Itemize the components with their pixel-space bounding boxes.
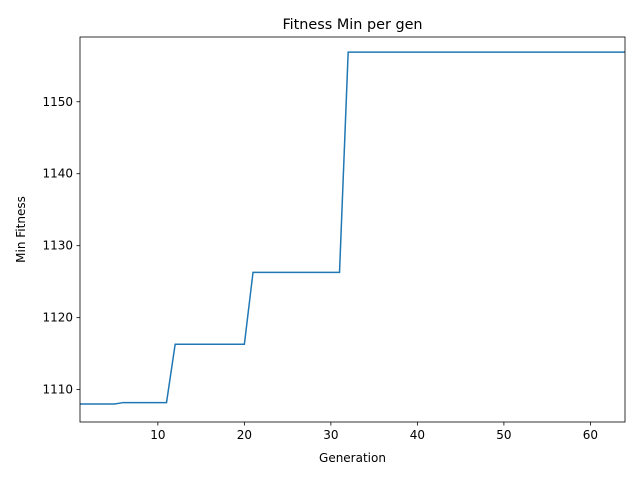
plot-area-frame — [79, 36, 626, 423]
y-tick-label: 1110 — [42, 383, 73, 397]
y-axis-ticks: 1110 1120 1130 1140 1150 — [42, 95, 80, 397]
y-tick-label: 1120 — [42, 311, 73, 325]
x-tick-label: 60 — [583, 428, 598, 442]
x-tick-label: 30 — [323, 428, 338, 442]
series-line — [80, 51, 625, 405]
x-axis-ticks: 10 20 30 40 50 60 — [150, 422, 598, 442]
y-tick-label: 1140 — [42, 167, 73, 181]
chart-title: Fitness Min per gen — [282, 17, 422, 33]
x-tick-label: 10 — [150, 428, 165, 442]
x-tick-label: 20 — [237, 428, 252, 442]
x-tick-label: 40 — [410, 428, 425, 442]
y-axis-label: Min Fitness — [14, 196, 28, 263]
y-tick-label: 1150 — [42, 95, 73, 109]
x-tick-label: 50 — [496, 428, 511, 442]
y-tick-label: 1130 — [42, 239, 73, 253]
x-axis-label: Generation — [319, 451, 386, 465]
